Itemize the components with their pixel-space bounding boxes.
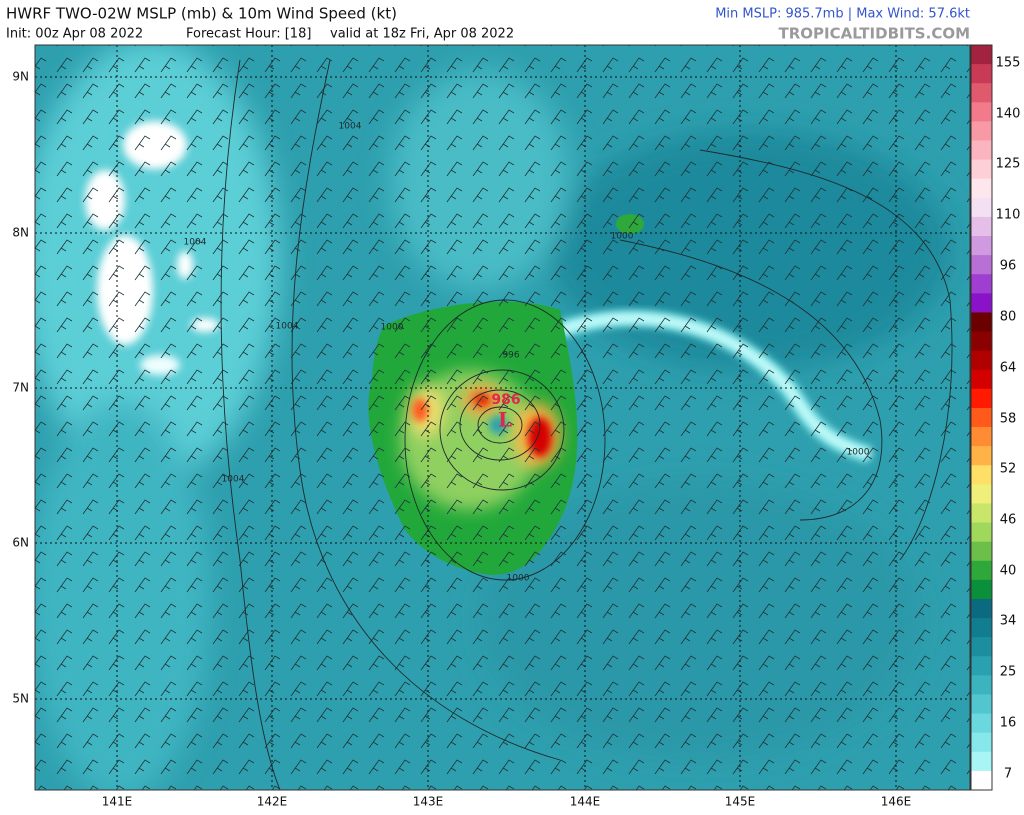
isobar-label: 1000 [611,232,634,242]
colorbar-label: 40 [1000,564,1017,579]
colorbar-swatch [971,255,992,275]
map-frame [34,44,971,791]
colorbar-label: 64 [1000,361,1017,376]
colorbar-swatch [971,350,992,371]
latitude-label: 5N [12,692,29,706]
longitude-label: 144E [570,795,601,809]
colorbar-swatch [971,121,992,142]
forecast-hour: Forecast Hour: [18] [186,27,311,42]
colorbar-swatch [971,713,992,734]
valid-time: valid at 18z Fri, Apr 08 2022 [330,27,514,42]
colorbar-swatch [971,618,992,638]
isobar-label: 996 [502,351,519,361]
colorbar-swatch [971,216,992,237]
colorbar-swatch [971,388,992,409]
latitude-label: 8N [12,226,29,240]
longitude-label: 145E [725,795,756,809]
colorbar-label: 52 [1000,462,1017,477]
colorbar-swatch [971,427,992,447]
colorbar-swatch [971,274,992,294]
colorbar-swatch [971,770,992,791]
init-time: Init: 00z Apr 08 2022 [6,27,143,42]
colorbar-swatch [971,503,992,524]
longitude-label: 146E [881,795,912,809]
colorbar-label: 7 [1004,767,1012,782]
colorbar-swatch [971,64,992,84]
colorbar-swatch [971,579,992,600]
colorbar-swatch [971,83,992,103]
colorbar: 155 140 125 110 96 80 64 58 52 46 40 34 25 16 7 [970,44,1021,791]
latitude-label: 9N [12,70,29,84]
colorbar-swatch [971,369,992,390]
latitude-label: 7N [12,381,29,395]
colorbar-swatch [971,694,992,715]
colorbar-swatch [971,197,992,218]
site-credit: TROPICALTIDBITS.COM [779,25,971,43]
colorbar-swatch [971,675,992,695]
colorbar-swatch [971,560,992,581]
colorbar-swatch [971,140,992,161]
low-pressure-value: 986 [491,392,520,408]
colorbar-label: 110 [996,208,1021,223]
colorbar-swatch [971,293,992,313]
isobar-label: 1004 [339,122,362,132]
colorbar-label: 34 [1000,614,1017,629]
storm-stats: Min MSLP: 985.7mb | Max Wind: 57.6kt [715,7,970,22]
longitude-label: 142E [257,795,288,809]
colorbar-swatch [971,45,992,65]
colorbar-swatch [971,465,992,485]
colorbar-label: 25 [1000,665,1017,680]
colorbar-swatch [971,637,992,657]
title: HWRF TWO-02W MSLP (mb) & 10m Wind Speed … [6,5,397,23]
colorbar-swatch [971,656,992,676]
colorbar-swatch [971,751,992,772]
colorbar-swatch [971,236,992,256]
low-symbol: L [498,408,512,432]
isobar-label: 1000 [847,448,870,458]
isobar-label: 1004 [222,475,245,485]
isobar-label: 1004 [184,238,207,248]
colorbar-swatch [971,446,992,466]
colorbar-swatch [971,178,992,199]
wind-barbs [35,45,970,790]
colorbar-swatch [971,732,992,753]
isobars [220,59,953,790]
map [35,45,970,790]
colorbar-swatch [971,541,992,562]
longitude-label: 141E [102,795,133,809]
longitude-label: 143E [413,795,444,809]
colorbar-swatch [971,484,992,504]
colorbar-label: 140 [996,107,1021,122]
colorbar-label: 16 [1000,716,1017,731]
colorbar-swatch [971,598,992,619]
colorbar-label: 96 [1000,259,1017,274]
colorbar-label: 80 [1000,310,1017,325]
colorbar-label: 46 [1000,513,1017,528]
graticule [35,45,970,790]
isobar-label: 1004 [276,322,299,332]
latitude-label: 6N [12,536,29,550]
colorbar-swatch [971,312,992,333]
colorbar-label: 58 [1000,412,1017,427]
colorbar-swatch [971,407,992,428]
colorbar-swatch [971,102,992,122]
colorbar-swatch [971,331,992,352]
colorbar-label: 155 [996,56,1021,71]
colorbar-swatch [971,159,992,180]
colorbar-frame [970,44,993,791]
colorbar-swatch [971,522,992,543]
isobar-label: 1000 [381,323,404,333]
colorbar-label: 125 [996,157,1021,172]
isobar-label: 1000 [507,574,530,584]
